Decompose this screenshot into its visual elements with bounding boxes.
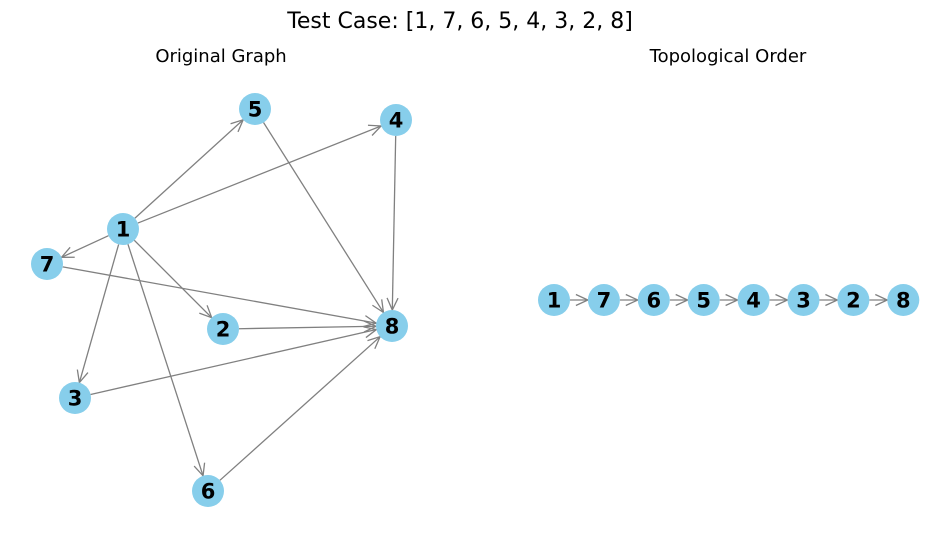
node-4: 4 xyxy=(380,104,412,136)
edge-1-to-2 xyxy=(133,239,213,319)
order-node-6: 6 xyxy=(637,284,670,316)
node-label: 2 xyxy=(846,289,861,313)
order-edge-5-to-4 xyxy=(719,293,740,307)
edge-5-to-8 xyxy=(262,122,385,314)
node-label: 2 xyxy=(216,318,231,342)
order-edge-3-to-2 xyxy=(819,293,839,307)
node-8: 8 xyxy=(376,310,408,342)
node-label: 3 xyxy=(68,387,83,411)
order-node-3: 3 xyxy=(787,284,820,316)
original-graph-nodes: 1 2 3 4 5 6 7 8 xyxy=(31,93,412,507)
order-edge-1-to-7 xyxy=(570,293,590,307)
order-edge-2-to-8 xyxy=(869,293,889,307)
order-node-7: 7 xyxy=(587,284,620,316)
node-label: 7 xyxy=(40,253,55,277)
order-node-5: 5 xyxy=(687,284,720,316)
node-7: 7 xyxy=(31,248,63,280)
node-label: 1 xyxy=(116,218,131,242)
node-label: 8 xyxy=(896,289,911,313)
edge-1-to-4 xyxy=(137,124,383,224)
node-6: 6 xyxy=(192,475,224,507)
original-graph-panel: Original Graph 1 2 3 4 5 6 7 8 xyxy=(31,46,412,507)
node-label: 1 xyxy=(547,289,562,313)
order-node-4: 4 xyxy=(737,284,770,316)
node-label: 3 xyxy=(796,289,811,313)
node-label: 4 xyxy=(746,289,761,313)
edge-4-to-8 xyxy=(386,135,399,312)
edge-1-to-3 xyxy=(76,244,120,385)
order-edge-4-to-3 xyxy=(769,293,790,307)
order-node-2: 2 xyxy=(837,284,870,316)
order-edge-7-to-6 xyxy=(619,293,640,307)
topological-order-panel: Topological Order 1 7 6 5 4 3 2 8 xyxy=(538,46,920,316)
node-1: 1 xyxy=(107,213,139,245)
edge-1-to-7 xyxy=(60,235,109,258)
order-node-8: 8 xyxy=(887,284,920,316)
node-label: 6 xyxy=(201,480,216,504)
order-edge-6-to-5 xyxy=(669,293,690,307)
figure-title: Test Case: [1, 7, 6, 5, 4, 3, 2, 8] xyxy=(286,9,633,34)
node-label: 7 xyxy=(597,289,612,313)
edge-1-to-5 xyxy=(134,118,245,219)
edge-2-to-8 xyxy=(238,320,378,333)
order-node-1: 1 xyxy=(538,284,570,316)
node-2: 2 xyxy=(207,313,239,345)
original-graph-title: Original Graph xyxy=(155,46,286,67)
topological-order-nodes: 1 7 6 5 4 3 2 8 xyxy=(538,284,920,316)
node-label: 6 xyxy=(646,289,661,313)
edge-6-to-8 xyxy=(219,335,382,481)
node-5: 5 xyxy=(239,93,271,125)
node-label: 8 xyxy=(385,315,400,339)
edge-1-to-6 xyxy=(127,244,206,478)
node-3: 3 xyxy=(59,382,91,414)
node-label: 5 xyxy=(248,98,263,122)
topological-order-title: Topological Order xyxy=(649,46,807,67)
original-graph-edges xyxy=(60,118,399,481)
node-label: 5 xyxy=(696,289,711,313)
edge-7-to-8 xyxy=(62,266,378,328)
node-label: 4 xyxy=(389,109,404,133)
